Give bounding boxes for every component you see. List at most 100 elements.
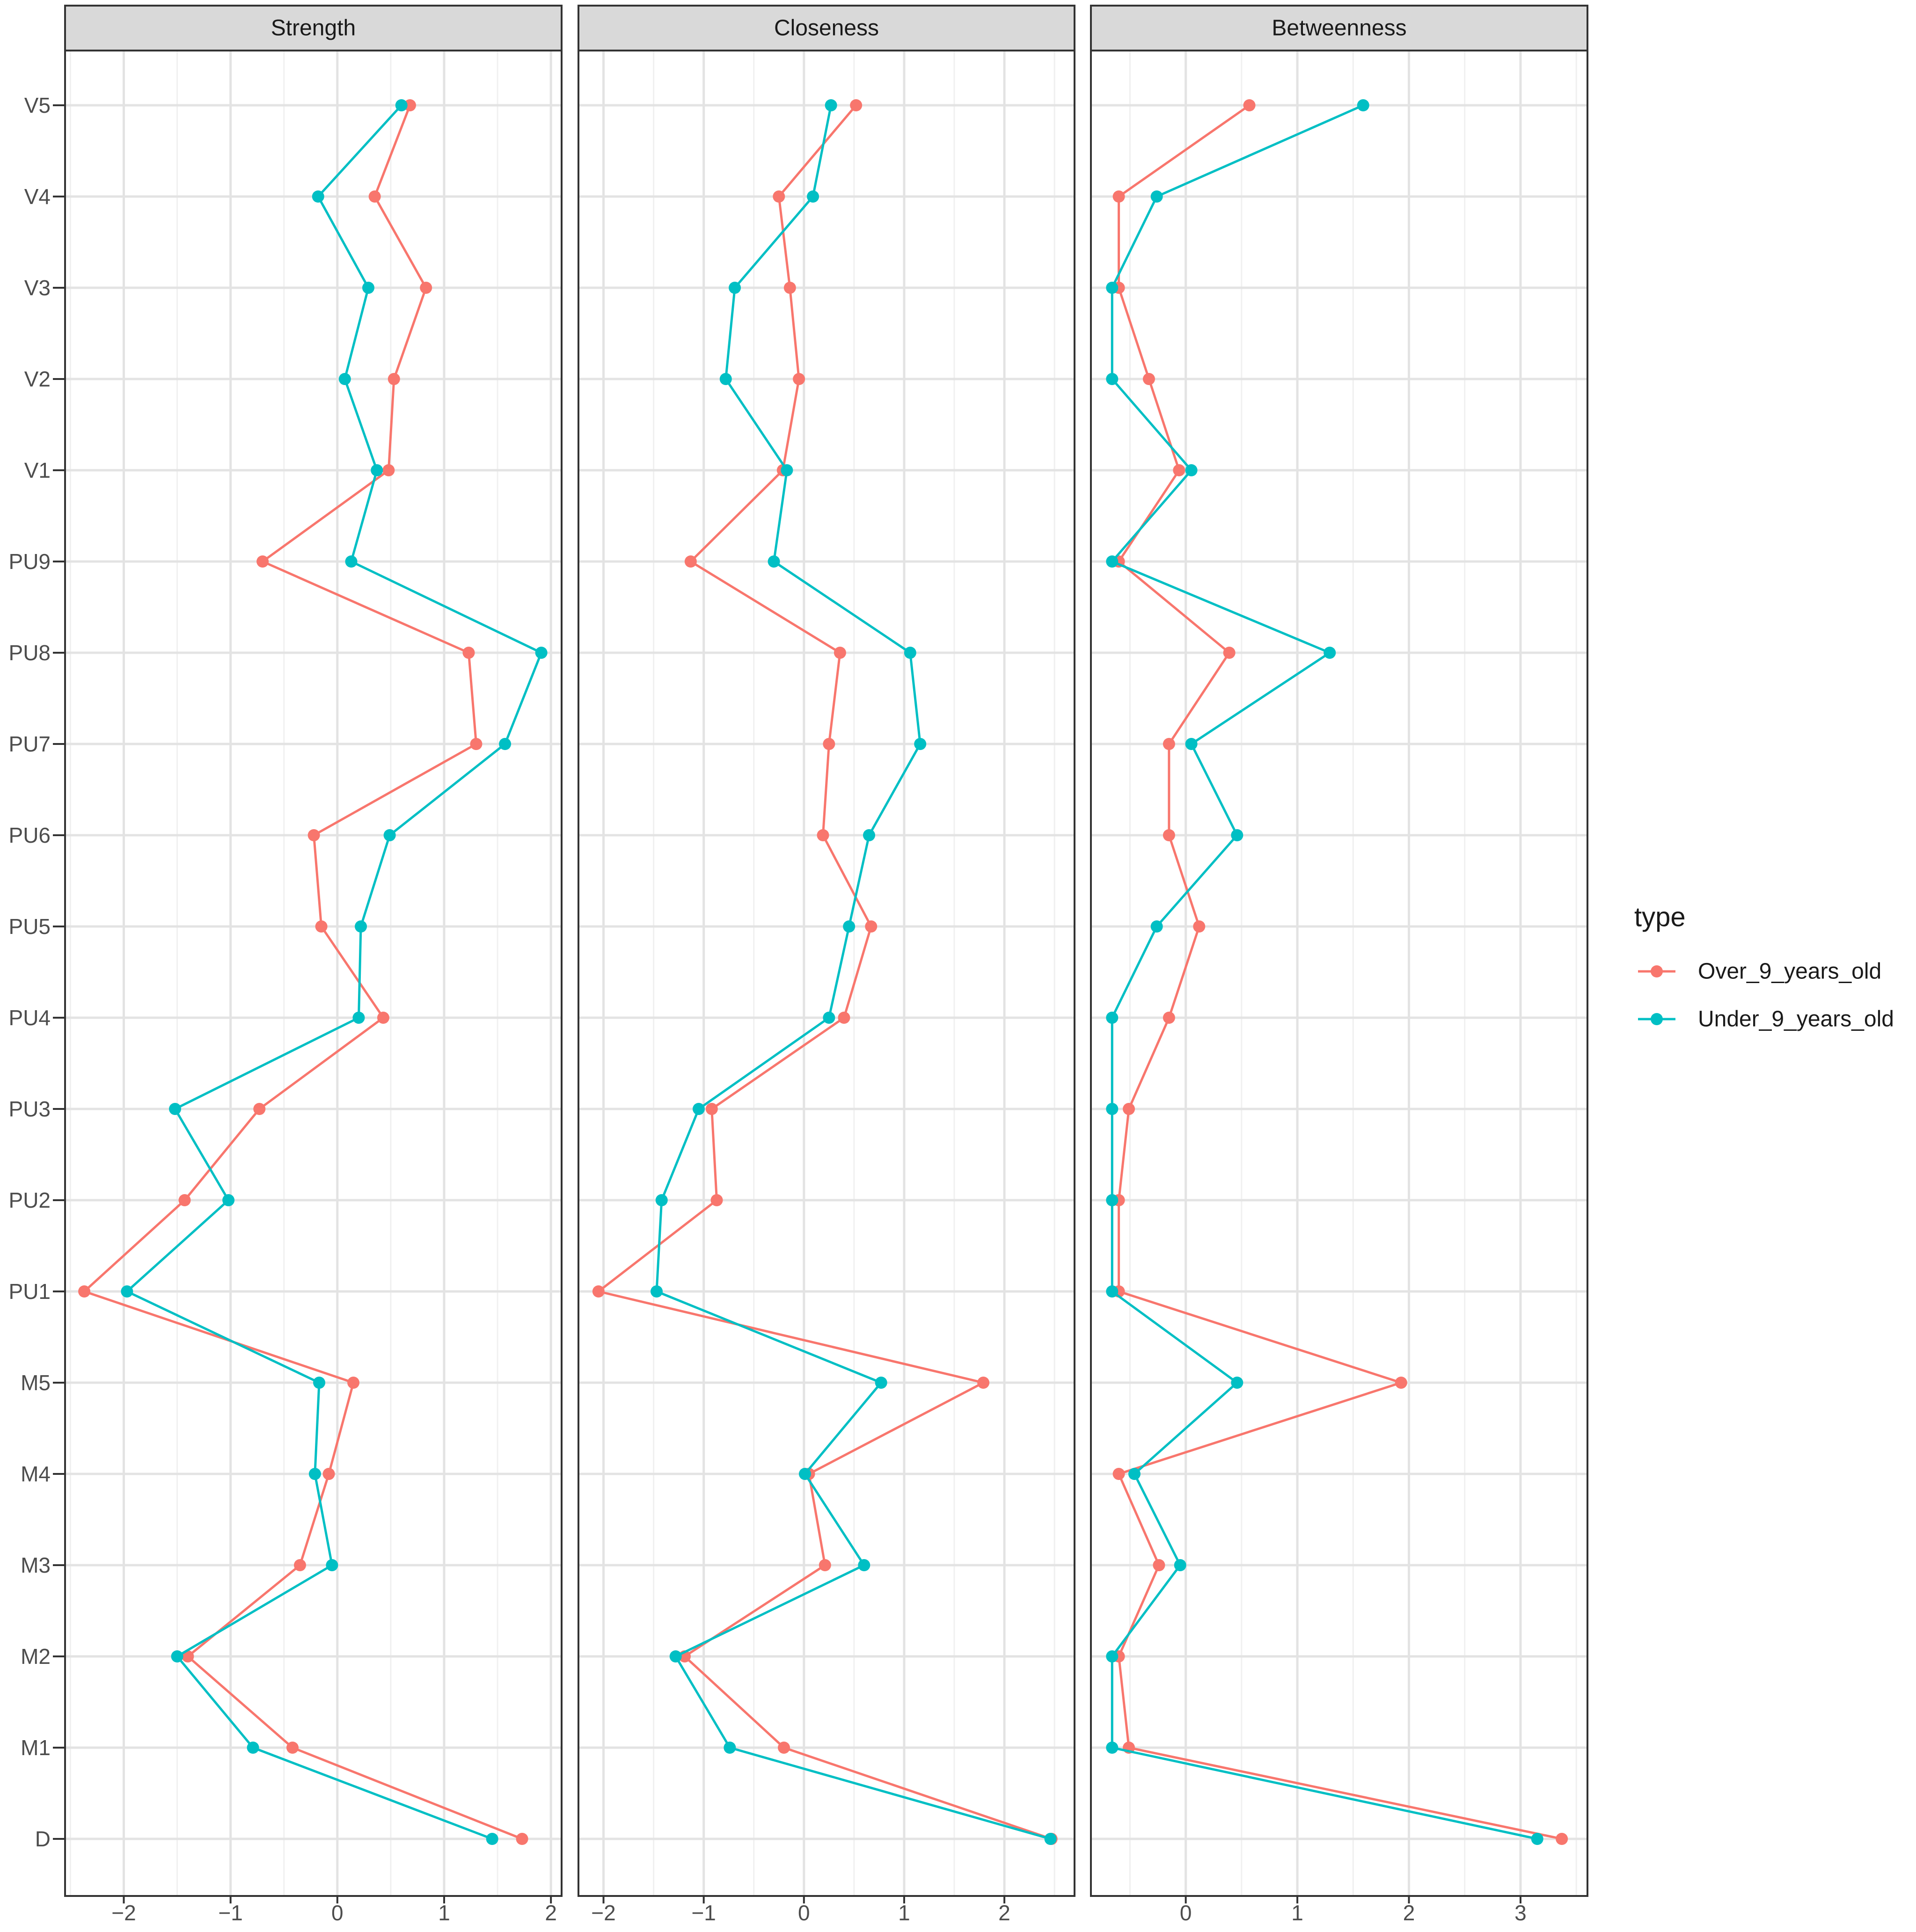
data-point-strength-over-9-years-old-v5 — [403, 99, 416, 111]
data-point-strength-over-9-years-old-pu5 — [315, 920, 328, 933]
panel-strength-x-tick-label: 1 — [438, 1901, 450, 1925]
data-point-strength-under-9-years-old-pu8 — [535, 647, 548, 659]
y-tick-label-d: D — [35, 1827, 51, 1851]
data-point-strength-under-9-years-old-m2 — [171, 1650, 183, 1662]
data-point-closeness-over-9-years-old-m3 — [819, 1559, 831, 1571]
data-point-betweenness-over-9-years-old-d — [1556, 1833, 1568, 1845]
y-tick-label-m3: M3 — [21, 1553, 51, 1577]
y-tick-label-pu8: PU8 — [9, 641, 51, 665]
data-point-betweenness-over-9-years-old-m4 — [1112, 1468, 1125, 1480]
panel-closeness-title: Closeness — [774, 16, 879, 41]
data-point-strength-under-9-years-old-d — [486, 1833, 498, 1845]
data-point-betweenness-under-9-years-old-m5 — [1231, 1377, 1243, 1389]
panel-strength-x-tick-label: −2 — [111, 1901, 136, 1925]
panel-closeness-x-tick-label: −1 — [691, 1901, 716, 1925]
data-point-closeness-under-9-years-old-pu9 — [768, 555, 780, 568]
panel-betweenness-x-tick-label: 0 — [1180, 1901, 1192, 1925]
data-point-strength-under-9-years-old-pu4 — [352, 1012, 365, 1024]
data-point-betweenness-over-9-years-old-pu4 — [1163, 1012, 1175, 1024]
data-point-betweenness-over-9-years-old-pu3 — [1123, 1103, 1135, 1115]
panel-betweenness-background — [1091, 51, 1587, 1896]
panel-closeness-x-tick-label: 0 — [798, 1901, 810, 1925]
data-point-strength-under-9-years-old-v4 — [312, 190, 324, 203]
data-point-strength-under-9-years-old-pu1 — [121, 1285, 133, 1298]
y-tick-label-pu9: PU9 — [9, 549, 51, 574]
data-point-closeness-over-9-years-old-pu7 — [823, 738, 835, 750]
data-point-closeness-over-9-years-old-pu3 — [705, 1103, 718, 1115]
data-point-betweenness-under-9-years-old-v3 — [1106, 282, 1119, 294]
panel-closeness-strip — [578, 5, 1075, 51]
data-point-strength-over-9-years-old-m4 — [322, 1468, 335, 1480]
legend-label-over-9-years-old: Over_9_years_old — [1698, 959, 1881, 984]
y-tick-label-pu4: PU4 — [9, 1006, 51, 1030]
data-point-closeness-over-9-years-old-v4 — [773, 190, 785, 203]
data-point-strength-over-9-years-old-pu7 — [470, 738, 483, 750]
data-point-strength-over-9-years-old-pu3 — [253, 1103, 266, 1115]
data-point-betweenness-over-9-years-old-pu6 — [1163, 829, 1175, 841]
data-point-closeness-under-9-years-old-d — [1044, 1833, 1057, 1845]
data-point-strength-under-9-years-old-pu7 — [499, 738, 512, 750]
data-point-strength-over-9-years-old-m2 — [182, 1650, 194, 1662]
data-point-betweenness-under-9-years-old-m1 — [1106, 1742, 1119, 1754]
panel-strength-border — [64, 50, 563, 1897]
series-line-strength-over-9-years-old — [83, 105, 523, 1840]
data-point-betweenness-under-9-years-old-v2 — [1106, 373, 1119, 385]
panel-strength-background — [65, 51, 562, 1896]
data-point-closeness-under-9-years-old-pu7 — [914, 738, 927, 750]
data-point-strength-over-9-years-old-m3 — [293, 1559, 306, 1571]
data-point-betweenness-under-9-years-old-m4 — [1128, 1468, 1141, 1480]
data-point-betweenness-under-9-years-old-v1 — [1185, 464, 1198, 476]
data-point-strength-under-9-years-old-pu5 — [355, 920, 367, 933]
panel-betweenness-x-tick-label: 3 — [1514, 1901, 1527, 1925]
series-line-betweenness-over-9-years-old — [1118, 104, 1562, 1840]
data-point-closeness-under-9-years-old-m5 — [875, 1377, 887, 1389]
data-point-closeness-over-9-years-old-pu5 — [865, 920, 878, 933]
panel-strength-strip — [64, 5, 563, 51]
data-point-strength-under-9-years-old-m4 — [308, 1468, 321, 1480]
data-point-closeness-over-9-years-old-m5 — [977, 1377, 990, 1389]
y-tick-label-m1: M1 — [21, 1735, 51, 1760]
data-point-closeness-under-9-years-old-pu3 — [692, 1103, 705, 1115]
data-point-closeness-over-9-years-old-v3 — [783, 282, 796, 294]
data-point-betweenness-under-9-years-old-v4 — [1150, 190, 1163, 203]
data-point-closeness-over-9-years-old-m1 — [777, 1742, 790, 1754]
data-point-betweenness-under-9-years-old-pu4 — [1106, 1012, 1119, 1024]
panel-betweenness-title: Betweenness — [1272, 16, 1406, 41]
y-tick-label-pu2: PU2 — [9, 1188, 51, 1212]
data-point-strength-over-9-years-old-pu6 — [307, 829, 320, 841]
data-point-closeness-over-9-years-old-pu2 — [710, 1194, 723, 1206]
series-line-closeness-under-9-years-old — [655, 105, 1051, 1840]
data-point-strength-over-9-years-old-pu4 — [377, 1012, 389, 1024]
data-point-betweenness-under-9-years-old-pu5 — [1150, 920, 1163, 933]
data-point-strength-under-9-years-old-v2 — [338, 373, 351, 385]
data-point-closeness-over-9-years-old-pu6 — [817, 829, 829, 841]
panel-strength-title: Strength — [271, 16, 356, 41]
data-point-betweenness-under-9-years-old-pu6 — [1231, 829, 1243, 841]
data-point-closeness-over-9-years-old-v2 — [793, 373, 805, 385]
data-point-strength-under-9-years-old-pu2 — [222, 1194, 235, 1206]
panel-closeness-x-tick-label: 2 — [998, 1901, 1010, 1925]
data-point-strength-under-9-years-old-m5 — [313, 1377, 326, 1389]
y-tick-label-v5: V5 — [24, 93, 51, 117]
legend-title: type — [1634, 902, 1686, 933]
data-point-closeness-under-9-years-old-v1 — [781, 464, 793, 476]
data-point-betweenness-under-9-years-old-d — [1531, 1833, 1543, 1845]
data-point-closeness-under-9-years-old-m4 — [798, 1468, 811, 1480]
series-line-strength-under-9-years-old — [125, 104, 543, 1840]
series-line-closeness-over-9-years-old — [597, 104, 1052, 1840]
panel-closeness-x-tick-label: −2 — [591, 1901, 615, 1925]
data-point-closeness-under-9-years-old-pu6 — [863, 829, 876, 841]
panel-betweenness-border — [1090, 50, 1588, 1897]
data-point-closeness-under-9-years-old-v3 — [729, 282, 741, 294]
y-tick-label-m4: M4 — [21, 1462, 51, 1486]
y-tick-label-v1: V1 — [24, 458, 51, 482]
data-point-closeness-under-9-years-old-v2 — [719, 373, 732, 385]
data-point-strength-over-9-years-old-m5 — [347, 1377, 360, 1389]
panel-closeness-x-tick-label: 1 — [898, 1901, 910, 1925]
data-point-closeness-under-9-years-old-v4 — [807, 190, 819, 203]
data-point-strength-over-9-years-old-pu9 — [256, 555, 269, 568]
panel-closeness-border — [578, 50, 1075, 1897]
data-point-strength-under-9-years-old-m1 — [247, 1742, 259, 1754]
panel-strength-x-tick-label: −1 — [218, 1901, 242, 1925]
